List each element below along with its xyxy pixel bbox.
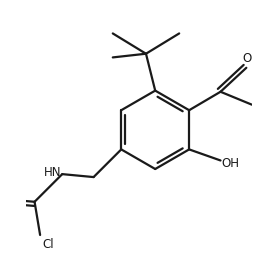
Text: HN: HN <box>44 166 61 180</box>
Text: O: O <box>243 53 252 66</box>
Text: OH: OH <box>222 157 240 170</box>
Text: Cl: Cl <box>42 239 54 251</box>
